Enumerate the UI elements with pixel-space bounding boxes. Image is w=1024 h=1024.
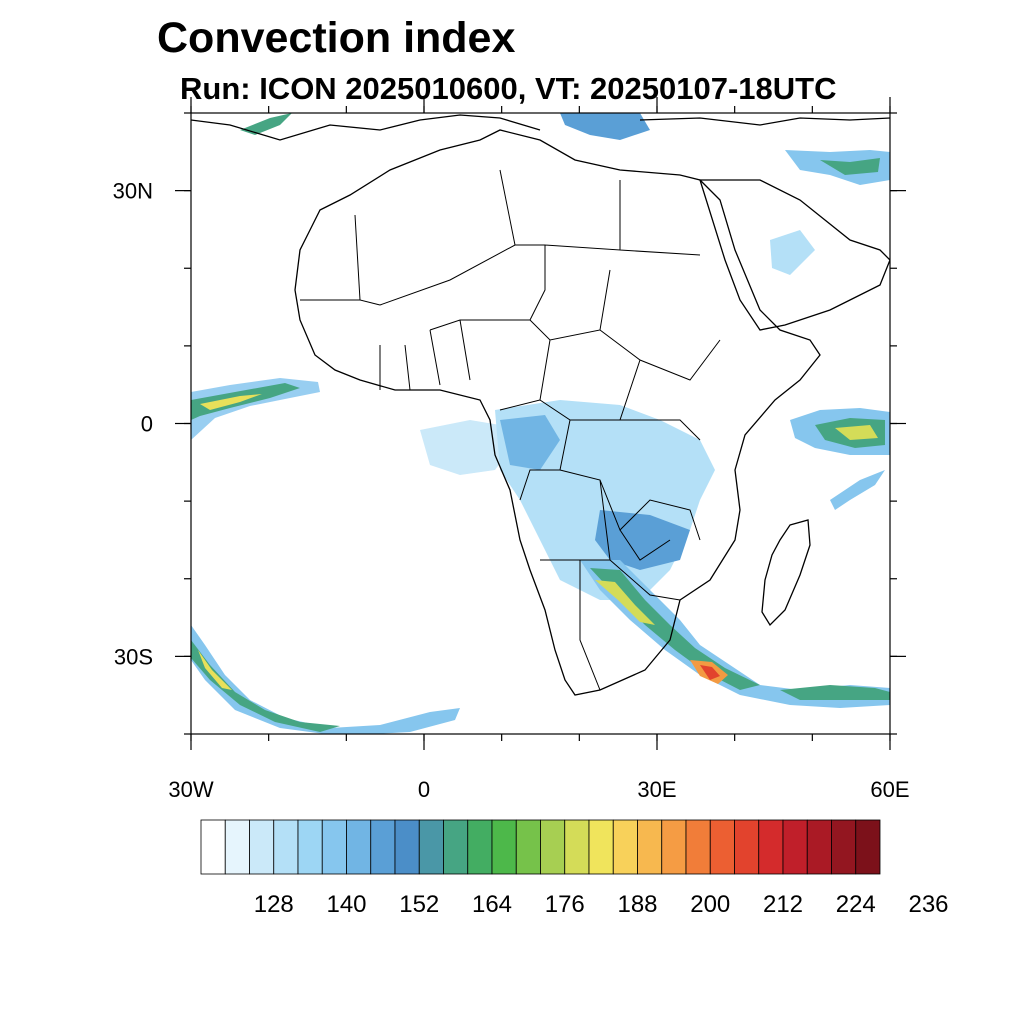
colorbar-swatch	[734, 819, 760, 875]
colorbar-label: 212	[763, 891, 803, 918]
lon-tick-label: 30W	[168, 777, 213, 802]
field-gulf-guinea	[420, 420, 510, 475]
colorbar-label: 188	[617, 891, 657, 918]
colorbar-swatch	[564, 819, 590, 875]
colorbar-swatch	[273, 819, 299, 875]
madagascar-outline	[761, 519, 811, 627]
lon-tick-label: 60E	[870, 777, 909, 802]
colorbar-swatch	[540, 819, 566, 875]
lon-tick-label: 30E	[637, 777, 676, 802]
colorbar-swatch	[467, 819, 493, 875]
colorbar-swatch	[346, 819, 372, 875]
field-nw-streak	[240, 113, 292, 135]
colorbar-swatch	[855, 819, 881, 875]
field-central-africa-mid	[500, 415, 560, 470]
colorbar-swatch	[418, 819, 444, 875]
colorbar-swatch	[709, 819, 735, 875]
colorbar-swatch	[394, 819, 420, 875]
lat-tick-label: 30S	[114, 644, 153, 669]
colorbar-swatch	[249, 819, 275, 875]
colorbar-swatch	[831, 819, 857, 875]
colorbar-swatch	[661, 819, 687, 875]
lat-tick-label: 0	[141, 412, 153, 437]
colorbar-swatch	[443, 819, 469, 875]
field-madagascar-streak	[830, 470, 885, 510]
field-south-africa-yellow	[595, 580, 655, 625]
field-atlantic-band-peak	[200, 394, 262, 410]
axis-tick-labels: 30W 0 30E 60E 30N 0 30S	[113, 179, 910, 802]
country-borders	[300, 169, 721, 691]
border-lines	[300, 169, 721, 691]
field-atlantic-band	[191, 378, 320, 440]
colorbar-swatch	[588, 819, 614, 875]
colorbar-label: 140	[326, 891, 366, 918]
lat-tick-label: 30N	[113, 179, 153, 204]
field-atlantic-band-core	[191, 383, 300, 420]
colorbar-swatch	[370, 819, 396, 875]
colorbar-swatch	[806, 819, 832, 875]
colorbar-label: 164	[472, 891, 512, 918]
colorbar-label: 128	[254, 891, 294, 918]
arabia-outline	[699, 179, 890, 331]
colorbar-swatch	[491, 819, 517, 875]
lon-tick-label: 0	[418, 777, 430, 802]
colorbar-swatch	[515, 819, 541, 875]
axis-ticks	[175, 97, 906, 750]
field-se-tail	[780, 685, 890, 700]
turkey-coast	[639, 117, 890, 126]
colorbar-swatch	[612, 819, 638, 875]
colorbar	[200, 819, 881, 875]
field-arabia-core	[820, 158, 880, 175]
colorbar-labels: 128 140 152 164 176 188 200 212 224 236	[254, 891, 949, 918]
colorbar-label: 236	[908, 891, 948, 918]
field-congo-mid	[595, 510, 690, 570]
coastlines	[191, 114, 890, 696]
colorbar-label: 152	[399, 891, 439, 918]
colorbar-swatch	[782, 819, 808, 875]
colorbar-swatch	[637, 819, 663, 875]
page-title: Convection index	[157, 14, 516, 62]
colorbar-label: 224	[836, 891, 876, 918]
colorbar-swatch	[758, 819, 784, 875]
field-south-africa-green	[590, 568, 760, 690]
field-indian-ocean-peak	[835, 425, 878, 440]
colorbar-label: 176	[545, 891, 585, 918]
colorbar-label: 200	[690, 891, 730, 918]
africa-coastline	[294, 129, 821, 696]
colorbar-swatch	[224, 819, 250, 875]
field-red-sea-dots	[770, 230, 815, 275]
europe-coast	[191, 114, 541, 141]
colorbar-swatch	[297, 819, 323, 875]
convection-field	[191, 113, 890, 734]
page-subtitle: Run: ICON 2025010600, VT: 20250107-18UTC	[180, 71, 837, 106]
field-sw-arc	[191, 625, 460, 734]
colorbar-swatch	[321, 819, 347, 875]
colorbar-swatch	[685, 819, 711, 875]
colorbar-swatch	[200, 819, 226, 875]
field-mediterranean	[560, 113, 650, 140]
field-south-africa-red	[700, 665, 720, 680]
